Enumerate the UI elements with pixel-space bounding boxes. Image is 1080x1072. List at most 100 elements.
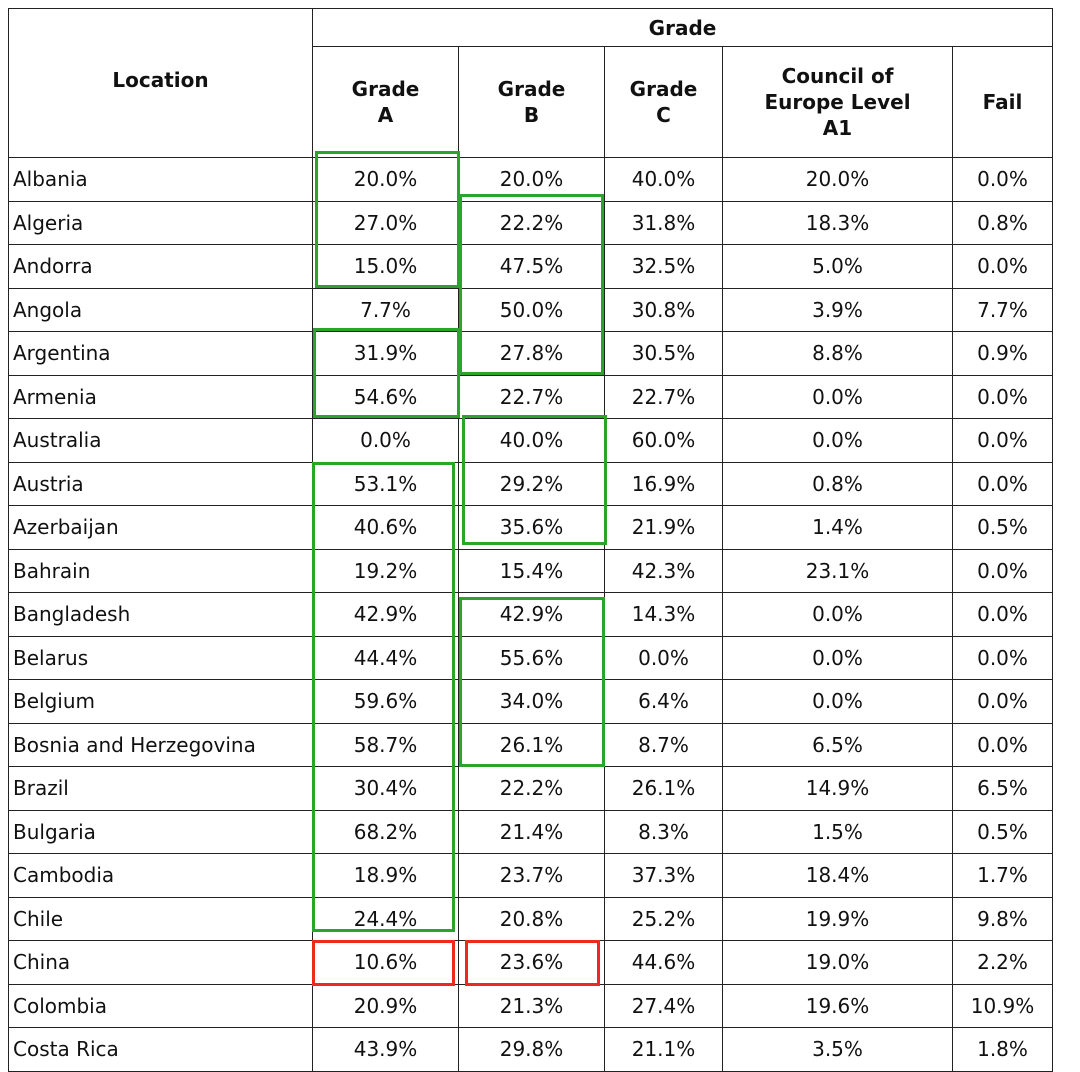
- table-row: Bahrain 19.2% 15.4% 42.3% 23.1% 0.0%: [8, 548, 1053, 593]
- value-cell: 58.7%: [312, 722, 459, 767]
- location-cell: Australia: [8, 418, 313, 463]
- value-cell: 42.3%: [604, 548, 723, 593]
- value-cell: 0.0%: [952, 679, 1053, 724]
- value-cell: 37.3%: [604, 853, 723, 898]
- location-cell: Chile: [8, 896, 313, 941]
- value-cell: 0.8%: [722, 461, 953, 506]
- value-cell: 14.9%: [722, 766, 953, 811]
- table-row: Australia 0.0% 40.0% 60.0% 0.0% 0.0%: [8, 418, 1053, 463]
- value-cell: 20.0%: [312, 157, 459, 202]
- table-row: Albania 20.0% 20.0% 40.0% 20.0% 0.0%: [8, 157, 1053, 202]
- value-cell: 22.7%: [458, 374, 605, 419]
- location-cell: Bangladesh: [8, 592, 313, 637]
- value-cell: 30.4%: [312, 766, 459, 811]
- fail-header: Fail: [952, 46, 1053, 158]
- value-cell: 31.9%: [312, 331, 459, 376]
- results-table: Location Grade Grade A Grade B Grade C Coun…: [8, 8, 1053, 1072]
- value-cell: 29.8%: [458, 1027, 605, 1072]
- location-cell: Argentina: [8, 331, 313, 376]
- location-cell: Bahrain: [8, 548, 313, 593]
- table-row: Angola 7.7% 50.0% 30.8% 3.9% 7.7%: [8, 287, 1053, 332]
- value-cell: 8.3%: [604, 809, 723, 854]
- value-cell: 10.9%: [952, 983, 1053, 1028]
- value-cell: 40.6%: [312, 505, 459, 550]
- value-cell: 15.0%: [312, 244, 459, 289]
- location-cell: Angola: [8, 287, 313, 332]
- table-row: Cambodia 18.9% 23.7% 37.3% 18.4% 1.7%: [8, 853, 1053, 898]
- value-cell: 1.7%: [952, 853, 1053, 898]
- location-cell: Bulgaria: [8, 809, 313, 854]
- location-cell: Armenia: [8, 374, 313, 419]
- value-cell: 30.5%: [604, 331, 723, 376]
- grade-b-header: Grade B: [458, 46, 605, 158]
- table-row: Bosnia and Herzegovina 58.7% 26.1% 8.7% 6.5%…: [8, 722, 1053, 767]
- value-cell: 18.4%: [722, 853, 953, 898]
- table-row: Bangladesh 42.9% 42.9% 14.3% 0.0% 0.0%: [8, 592, 1053, 637]
- value-cell: 1.5%: [722, 809, 953, 854]
- location-cell: Belarus: [8, 635, 313, 680]
- value-cell: 20.0%: [458, 157, 605, 202]
- value-cell: 59.6%: [312, 679, 459, 724]
- council-of-europe-header: Council of Europe Level A1: [722, 46, 953, 158]
- table-row: Argentina 31.9% 27.8% 30.5% 8.8% 0.9%: [8, 331, 1053, 376]
- table-row: Chile 24.4% 20.8% 25.2% 19.9% 9.8%: [8, 896, 1053, 941]
- table-row: Austria 53.1% 29.2% 16.9% 0.8% 0.0%: [8, 461, 1053, 506]
- value-cell: 32.5%: [604, 244, 723, 289]
- location-cell: Algeria: [8, 200, 313, 245]
- location-cell: Azerbaijan: [8, 505, 313, 550]
- value-cell: 0.0%: [952, 374, 1053, 419]
- value-cell: 25.2%: [604, 896, 723, 941]
- value-cell: 42.9%: [312, 592, 459, 637]
- value-cell: 18.3%: [722, 200, 953, 245]
- value-cell: 0.5%: [952, 505, 1053, 550]
- value-cell: 0.9%: [952, 331, 1053, 376]
- value-cell: 9.8%: [952, 896, 1053, 941]
- value-cell: 44.4%: [312, 635, 459, 680]
- table-row: Azerbaijan 40.6% 35.6% 21.9% 1.4% 0.5%: [8, 505, 1053, 550]
- table-row: Colombia 20.9% 21.3% 27.4% 19.6% 10.9%: [8, 983, 1053, 1028]
- location-cell: Cambodia: [8, 853, 313, 898]
- value-cell: 3.9%: [722, 287, 953, 332]
- value-cell: 10.6%: [312, 940, 459, 985]
- location-cell: Bosnia and Herzegovina: [8, 722, 313, 767]
- value-cell: 23.6%: [458, 940, 605, 985]
- value-cell: 31.8%: [604, 200, 723, 245]
- value-cell: 0.0%: [952, 592, 1053, 637]
- value-cell: 7.7%: [312, 287, 459, 332]
- location-header: Location: [8, 8, 313, 158]
- value-cell: 54.6%: [312, 374, 459, 419]
- value-cell: 22.2%: [458, 200, 605, 245]
- value-cell: 50.0%: [458, 287, 605, 332]
- value-cell: 0.5%: [952, 809, 1053, 854]
- value-cell: 60.0%: [604, 418, 723, 463]
- value-cell: 0.0%: [722, 635, 953, 680]
- value-cell: 0.0%: [952, 548, 1053, 593]
- value-cell: 0.0%: [952, 418, 1053, 463]
- grade-group-header: Grade: [312, 8, 1053, 47]
- location-cell: Brazil: [8, 766, 313, 811]
- value-cell: 19.9%: [722, 896, 953, 941]
- value-cell: 21.9%: [604, 505, 723, 550]
- value-cell: 0.0%: [952, 244, 1053, 289]
- value-cell: 23.1%: [722, 548, 953, 593]
- value-cell: 15.4%: [458, 548, 605, 593]
- value-cell: 1.4%: [722, 505, 953, 550]
- value-cell: 6.5%: [722, 722, 953, 767]
- value-cell: 0.0%: [722, 679, 953, 724]
- grade-c-header: Grade C: [604, 46, 723, 158]
- value-cell: 68.2%: [312, 809, 459, 854]
- value-cell: 40.0%: [604, 157, 723, 202]
- location-cell: Costa Rica: [8, 1027, 313, 1072]
- value-cell: 29.2%: [458, 461, 605, 506]
- value-cell: 24.4%: [312, 896, 459, 941]
- value-cell: 8.8%: [722, 331, 953, 376]
- value-cell: 20.9%: [312, 983, 459, 1028]
- value-cell: 42.9%: [458, 592, 605, 637]
- value-cell: 5.0%: [722, 244, 953, 289]
- value-cell: 19.2%: [312, 548, 459, 593]
- value-cell: 22.7%: [604, 374, 723, 419]
- value-cell: 0.0%: [604, 635, 723, 680]
- value-cell: 34.0%: [458, 679, 605, 724]
- value-cell: 27.8%: [458, 331, 605, 376]
- location-cell: Andorra: [8, 244, 313, 289]
